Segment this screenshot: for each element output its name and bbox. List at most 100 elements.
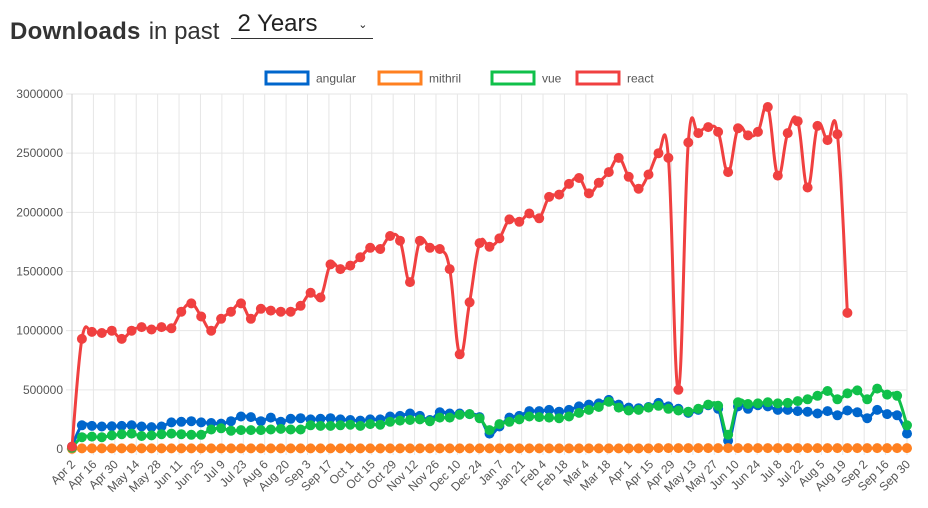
data-point-vue[interactable] bbox=[275, 423, 286, 434]
data-point-react[interactable] bbox=[176, 306, 187, 317]
data-point-mithril[interactable] bbox=[643, 443, 654, 454]
data-point-angular[interactable] bbox=[285, 413, 296, 424]
data-point-angular[interactable] bbox=[156, 421, 167, 432]
data-point-react[interactable] bbox=[603, 167, 614, 178]
data-point-vue[interactable] bbox=[623, 405, 634, 416]
data-point-vue[interactable] bbox=[534, 412, 545, 423]
data-point-mithril[interactable] bbox=[782, 443, 793, 454]
data-point-react[interactable] bbox=[226, 306, 236, 317]
data-point-react[interactable] bbox=[156, 322, 167, 333]
data-point-vue[interactable] bbox=[613, 402, 624, 413]
data-point-vue[interactable] bbox=[295, 424, 306, 435]
data-point-angular[interactable] bbox=[106, 421, 117, 432]
data-point-react[interactable] bbox=[484, 241, 495, 252]
data-point-react[interactable] bbox=[305, 287, 316, 298]
data-point-react[interactable] bbox=[116, 333, 127, 344]
data-point-mithril[interactable] bbox=[365, 443, 376, 454]
data-point-react[interactable] bbox=[414, 235, 425, 246]
data-point-react[interactable] bbox=[405, 277, 415, 288]
data-point-angular[interactable] bbox=[862, 413, 873, 424]
data-point-vue[interactable] bbox=[226, 425, 236, 436]
data-point-mithril[interactable] bbox=[335, 443, 346, 454]
data-point-vue[interactable] bbox=[255, 425, 266, 436]
data-point-react[interactable] bbox=[613, 152, 624, 163]
data-point-mithril[interactable] bbox=[733, 443, 743, 454]
data-point-vue[interactable] bbox=[126, 428, 137, 439]
data-point-vue[interactable] bbox=[365, 419, 376, 430]
data-point-vue[interactable] bbox=[802, 394, 813, 405]
data-point-react[interactable] bbox=[454, 349, 465, 360]
data-point-vue[interactable] bbox=[842, 388, 853, 399]
data-point-mithril[interactable] bbox=[196, 443, 207, 454]
data-point-react[interactable] bbox=[424, 242, 435, 253]
data-point-vue[interactable] bbox=[76, 432, 87, 443]
data-point-react[interactable] bbox=[593, 177, 604, 188]
data-point-mithril[interactable] bbox=[305, 443, 316, 454]
data-point-mithril[interactable] bbox=[355, 443, 366, 454]
data-point-mithril[interactable] bbox=[564, 443, 574, 454]
data-point-react[interactable] bbox=[295, 300, 306, 311]
data-point-mithril[interactable] bbox=[842, 443, 853, 454]
period-select[interactable]: 2 Years ⌄ bbox=[231, 8, 374, 39]
data-point-vue[interactable] bbox=[434, 412, 445, 423]
data-point-mithril[interactable] bbox=[832, 443, 843, 454]
data-point-mithril[interactable] bbox=[872, 443, 883, 454]
data-point-angular[interactable] bbox=[782, 404, 793, 415]
data-point-mithril[interactable] bbox=[663, 443, 674, 454]
data-point-vue[interactable] bbox=[593, 402, 604, 412]
data-point-react[interactable] bbox=[544, 191, 555, 202]
data-point-react[interactable] bbox=[67, 441, 77, 452]
data-point-react[interactable] bbox=[106, 325, 117, 336]
data-point-vue[interactable] bbox=[405, 415, 415, 425]
data-point-react[interactable] bbox=[325, 259, 336, 270]
data-point-mithril[interactable] bbox=[703, 443, 714, 454]
data-point-react[interactable] bbox=[245, 313, 256, 324]
data-point-react[interactable] bbox=[782, 128, 793, 139]
data-point-vue[interactable] bbox=[733, 397, 743, 408]
data-point-vue[interactable] bbox=[345, 419, 356, 430]
data-point-mithril[interactable] bbox=[126, 443, 137, 454]
data-point-mithril[interactable] bbox=[236, 443, 246, 454]
data-point-angular[interactable] bbox=[902, 428, 912, 439]
data-point-vue[interactable] bbox=[355, 420, 366, 431]
data-point-react[interactable] bbox=[743, 130, 753, 141]
data-point-mithril[interactable] bbox=[822, 443, 833, 454]
legend-item-react[interactable]: react bbox=[575, 70, 654, 86]
data-point-mithril[interactable] bbox=[146, 443, 157, 454]
data-point-react[interactable] bbox=[752, 126, 763, 137]
data-point-vue[interactable] bbox=[653, 400, 664, 411]
data-point-mithril[interactable] bbox=[345, 443, 356, 454]
data-point-react[interactable] bbox=[385, 231, 396, 241]
data-point-mithril[interactable] bbox=[743, 443, 753, 454]
data-point-vue[interactable] bbox=[832, 394, 843, 405]
data-point-vue[interactable] bbox=[603, 396, 614, 407]
data-point-react[interactable] bbox=[683, 137, 694, 148]
data-point-mithril[interactable] bbox=[852, 443, 863, 454]
data-point-mithril[interactable] bbox=[166, 443, 177, 454]
data-point-vue[interactable] bbox=[504, 416, 515, 427]
data-point-mithril[interactable] bbox=[325, 443, 336, 454]
data-point-angular[interactable] bbox=[136, 421, 147, 432]
data-point-vue[interactable] bbox=[852, 385, 863, 396]
data-point-react[interactable] bbox=[76, 333, 87, 344]
data-point-vue[interactable] bbox=[862, 394, 873, 405]
data-point-mithril[interactable] bbox=[603, 443, 614, 454]
data-point-mithril[interactable] bbox=[713, 443, 724, 454]
data-point-react[interactable] bbox=[136, 322, 147, 333]
data-point-mithril[interactable] bbox=[206, 443, 217, 454]
data-point-angular[interactable] bbox=[265, 412, 276, 423]
data-point-vue[interactable] bbox=[245, 425, 256, 436]
data-point-mithril[interactable] bbox=[76, 443, 87, 454]
data-point-react[interactable] bbox=[812, 120, 823, 131]
data-point-mithril[interactable] bbox=[176, 443, 187, 454]
data-point-mithril[interactable] bbox=[434, 443, 445, 454]
data-point-mithril[interactable] bbox=[375, 443, 386, 454]
data-point-angular[interactable] bbox=[245, 412, 256, 423]
data-point-vue[interactable] bbox=[564, 411, 574, 422]
data-point-react[interactable] bbox=[166, 323, 177, 334]
data-point-mithril[interactable] bbox=[673, 443, 684, 454]
data-point-vue[interactable] bbox=[176, 429, 187, 440]
data-point-mithril[interactable] bbox=[156, 443, 167, 454]
data-point-vue[interactable] bbox=[156, 429, 167, 440]
data-point-mithril[interactable] bbox=[534, 443, 545, 454]
